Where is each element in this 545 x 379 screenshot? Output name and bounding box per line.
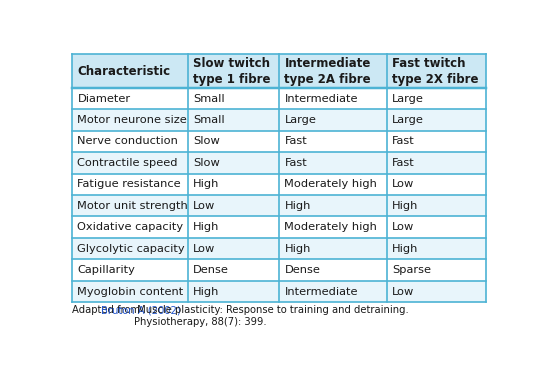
- Bar: [280, 216, 387, 238]
- Bar: [387, 109, 486, 131]
- Bar: [188, 216, 280, 238]
- Text: Dense: Dense: [284, 265, 320, 275]
- Bar: [280, 152, 387, 174]
- Text: Low: Low: [193, 244, 216, 254]
- Bar: [72, 259, 188, 281]
- Bar: [387, 152, 486, 174]
- Text: Low: Low: [392, 222, 414, 232]
- Text: High: High: [392, 201, 419, 211]
- Bar: [188, 88, 280, 109]
- Text: Intermediate
type 2A fibre: Intermediate type 2A fibre: [284, 56, 371, 86]
- Text: Fast twitch
type 2X fibre: Fast twitch type 2X fibre: [392, 56, 479, 86]
- Bar: [72, 152, 188, 174]
- Bar: [280, 174, 387, 195]
- Text: Moderately high: Moderately high: [284, 222, 377, 232]
- Text: Slow: Slow: [193, 136, 220, 146]
- Bar: [387, 281, 486, 302]
- Text: Adapted from: Adapted from: [72, 305, 143, 315]
- Text: Fatigue resistance: Fatigue resistance: [77, 179, 181, 190]
- Bar: [280, 259, 387, 281]
- Text: Bruton A (2002): Bruton A (2002): [101, 305, 180, 315]
- Bar: [387, 238, 486, 259]
- Bar: [387, 174, 486, 195]
- Bar: [280, 54, 387, 88]
- Bar: [387, 259, 486, 281]
- Text: Large: Large: [284, 115, 316, 125]
- Text: Slow twitch
type 1 fibre: Slow twitch type 1 fibre: [193, 56, 271, 86]
- Text: Moderately high: Moderately high: [284, 179, 377, 190]
- Text: Dense: Dense: [193, 265, 229, 275]
- Bar: [280, 109, 387, 131]
- Text: Low: Low: [392, 179, 414, 190]
- Text: Fast: Fast: [284, 158, 307, 168]
- Text: Sparse: Sparse: [392, 265, 431, 275]
- Text: Motor unit strength: Motor unit strength: [77, 201, 188, 211]
- Text: Small: Small: [193, 115, 225, 125]
- Bar: [280, 88, 387, 109]
- Text: Diameter: Diameter: [77, 94, 131, 103]
- Bar: [72, 216, 188, 238]
- Bar: [72, 109, 188, 131]
- Text: Large: Large: [392, 94, 424, 103]
- Text: Slow: Slow: [193, 158, 220, 168]
- Bar: [188, 109, 280, 131]
- Text: High: High: [193, 222, 220, 232]
- Bar: [188, 259, 280, 281]
- Bar: [280, 131, 387, 152]
- Text: Characteristic: Characteristic: [77, 64, 171, 78]
- Bar: [72, 131, 188, 152]
- Text: Intermediate: Intermediate: [284, 287, 358, 296]
- Text: Large: Large: [392, 115, 424, 125]
- Text: Myoglobin content: Myoglobin content: [77, 287, 184, 296]
- Text: Fast: Fast: [284, 136, 307, 146]
- Bar: [188, 54, 280, 88]
- Text: Contractile speed: Contractile speed: [77, 158, 178, 168]
- Bar: [280, 281, 387, 302]
- Bar: [72, 238, 188, 259]
- Bar: [188, 238, 280, 259]
- Bar: [72, 281, 188, 302]
- Text: High: High: [284, 244, 311, 254]
- Bar: [387, 195, 486, 216]
- Bar: [387, 54, 486, 88]
- Text: Intermediate: Intermediate: [284, 94, 358, 103]
- Text: High: High: [284, 201, 311, 211]
- Bar: [72, 54, 188, 88]
- Bar: [188, 195, 280, 216]
- Bar: [387, 88, 486, 109]
- Text: Low: Low: [193, 201, 216, 211]
- Text: Muscle plasticity: Response to training and detraining.
Physiotherapy, 88(7): 39: Muscle plasticity: Response to training …: [134, 305, 409, 327]
- Bar: [387, 216, 486, 238]
- Text: High: High: [193, 287, 220, 296]
- Text: Motor neurone size: Motor neurone size: [77, 115, 187, 125]
- Text: Nerve conduction: Nerve conduction: [77, 136, 178, 146]
- Text: High: High: [193, 179, 220, 190]
- Bar: [72, 88, 188, 109]
- Bar: [72, 174, 188, 195]
- Bar: [72, 195, 188, 216]
- Text: Fast: Fast: [392, 136, 415, 146]
- Text: Fast: Fast: [392, 158, 415, 168]
- Bar: [387, 131, 486, 152]
- Bar: [188, 281, 280, 302]
- Bar: [188, 174, 280, 195]
- Text: Glycolytic capacity: Glycolytic capacity: [77, 244, 185, 254]
- Text: High: High: [392, 244, 419, 254]
- Bar: [188, 152, 280, 174]
- Bar: [188, 131, 280, 152]
- Text: Low: Low: [392, 287, 414, 296]
- Bar: [280, 195, 387, 216]
- Text: Oxidative capacity: Oxidative capacity: [77, 222, 184, 232]
- Bar: [280, 238, 387, 259]
- Text: Capillarity: Capillarity: [77, 265, 135, 275]
- Text: Small: Small: [193, 94, 225, 103]
